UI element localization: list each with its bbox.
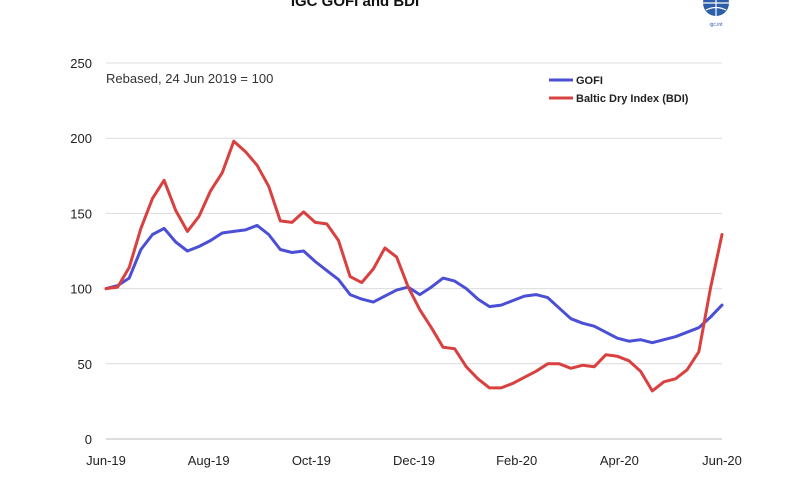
igc-logo: igc.int xyxy=(703,0,729,28)
rebase-note: Rebased, 24 Jun 2019 = 100 xyxy=(106,71,273,86)
x-tick-label-dec-19: Dec-19 xyxy=(393,453,435,468)
x-tick-label-jun-19: Jun-19 xyxy=(86,453,126,468)
series-lines xyxy=(104,139,724,393)
y-tick-label-150: 150 xyxy=(70,206,92,221)
y-tick-label-200: 200 xyxy=(70,131,92,146)
series-line-gofi xyxy=(104,223,724,345)
gridlines xyxy=(106,62,722,365)
y-tick-labels: 0 50 100 150 200 250 xyxy=(70,56,92,447)
x-tick-label-feb-20: Feb-20 xyxy=(496,453,537,468)
legend-label-gofi: GOFI xyxy=(576,75,603,87)
y-tick-label-100: 100 xyxy=(70,282,92,297)
x-tick-label-jun-20: Jun-20 xyxy=(702,453,742,468)
legend: GOFI Baltic Dry Index (BDI) xyxy=(549,75,689,105)
x-tick-label-aug-19: Aug-19 xyxy=(188,453,230,468)
y-tick-label-50: 50 xyxy=(78,357,92,372)
legend-label-bdi: Baltic Dry Index (BDI) xyxy=(576,93,689,105)
x-tick-labels: Jun-19 Aug-19 Oct-19 Dec-19 Feb-20 Apr-20 Jun-… xyxy=(86,453,742,468)
series-line-bdi xyxy=(104,139,724,393)
y-tick-label-250: 250 xyxy=(70,56,92,71)
x-tick-label-oct-19: Oct-19 xyxy=(292,453,331,468)
x-tick-label-apr-20: Apr-20 xyxy=(600,453,639,468)
logo-text: igc.int xyxy=(709,22,723,28)
chart-title: IGC GOFI and BDI xyxy=(291,0,419,10)
y-tick-label-0: 0 xyxy=(85,432,92,447)
